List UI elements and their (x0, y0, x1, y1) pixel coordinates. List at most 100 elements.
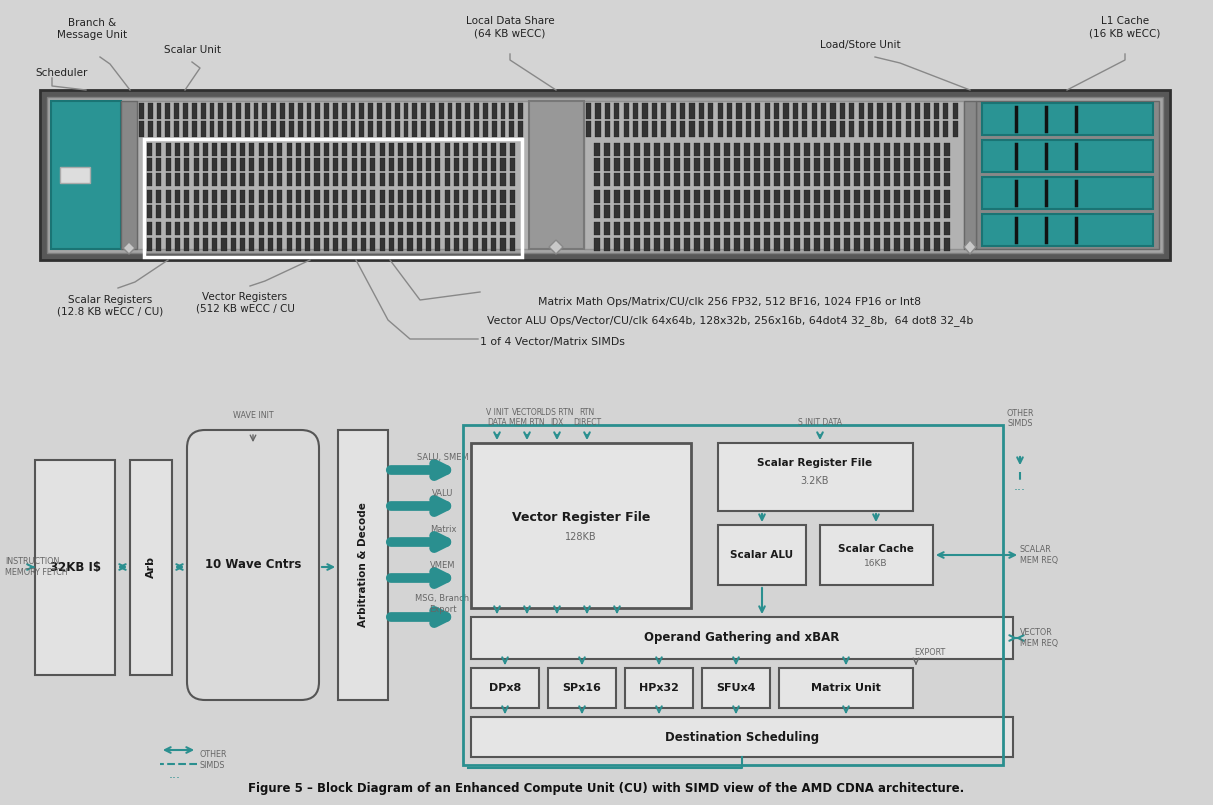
Bar (296, 173, 301, 186)
Bar (623, 103, 628, 119)
Bar (342, 190, 347, 203)
Bar (212, 158, 217, 171)
Bar (324, 205, 329, 218)
Bar (473, 238, 478, 251)
Text: INSTRUCTION
MEMORY FETCH: INSTRUCTION MEMORY FETCH (5, 557, 68, 576)
Bar (684, 238, 689, 251)
Bar (454, 158, 459, 171)
Bar (854, 143, 860, 156)
Bar (417, 158, 422, 171)
Bar (203, 173, 207, 186)
Bar (704, 158, 710, 171)
Bar (887, 121, 892, 137)
Bar (586, 121, 591, 137)
Bar (175, 238, 180, 251)
Bar (289, 103, 294, 119)
Bar (268, 205, 273, 218)
Bar (482, 173, 486, 186)
Text: ...: ... (169, 769, 181, 782)
Bar (894, 173, 900, 186)
Bar (408, 238, 412, 251)
Bar (674, 158, 679, 171)
Text: L1 Cache
(16 KB wECC): L1 Cache (16 KB wECC) (1089, 16, 1161, 38)
Bar (272, 121, 277, 137)
Bar (370, 158, 375, 171)
Bar (604, 173, 609, 186)
Bar (634, 143, 639, 156)
Text: 1 of 4 Vector/Matrix SIMDs: 1 of 4 Vector/Matrix SIMDs (480, 337, 625, 347)
Text: Load/Store Unit: Load/Store Unit (820, 40, 900, 50)
Bar (934, 238, 940, 251)
Bar (240, 205, 245, 218)
Bar (334, 121, 338, 137)
Bar (471, 617, 1013, 659)
Bar (501, 205, 506, 218)
Bar (40, 90, 1171, 260)
Bar (924, 173, 929, 186)
Bar (915, 143, 919, 156)
Bar (849, 121, 854, 137)
Bar (864, 143, 870, 156)
Bar (734, 143, 740, 156)
Bar (814, 205, 820, 218)
Bar (718, 121, 723, 137)
Bar (835, 158, 839, 171)
Bar (501, 173, 506, 186)
Bar (278, 205, 283, 218)
Bar (218, 121, 223, 137)
Bar (623, 121, 628, 137)
Bar (634, 205, 639, 218)
Bar (906, 121, 911, 137)
Bar (724, 143, 729, 156)
Bar (779, 668, 913, 708)
Bar (394, 103, 399, 119)
Bar (47, 97, 1163, 253)
Bar (864, 222, 870, 235)
Bar (272, 103, 277, 119)
Bar (634, 190, 639, 203)
Bar (754, 158, 759, 171)
Bar (614, 143, 620, 156)
Bar (156, 158, 161, 171)
Bar (137, 101, 529, 249)
Bar (844, 205, 849, 218)
Bar (166, 158, 171, 171)
Bar (915, 158, 919, 171)
Bar (754, 190, 759, 203)
Bar (389, 190, 394, 203)
FancyBboxPatch shape (187, 430, 319, 700)
Bar (306, 238, 311, 251)
Bar (744, 158, 750, 171)
Bar (854, 222, 860, 235)
Bar (306, 158, 311, 171)
Bar (435, 238, 440, 251)
Bar (764, 173, 769, 186)
Bar (684, 173, 689, 186)
Bar (724, 205, 729, 218)
Text: LDS RTN
IDX: LDS RTN IDX (541, 407, 574, 427)
Bar (338, 430, 388, 700)
Bar (944, 143, 950, 156)
Bar (203, 158, 207, 171)
Bar (254, 121, 258, 137)
Bar (674, 222, 679, 235)
Bar (426, 190, 431, 203)
Bar (445, 205, 450, 218)
Bar (714, 238, 719, 251)
Bar (361, 205, 366, 218)
Bar (884, 205, 889, 218)
Bar (394, 121, 399, 137)
Bar (501, 158, 506, 171)
Bar (342, 143, 347, 156)
Bar (307, 121, 312, 137)
Bar (175, 190, 180, 203)
Bar (952, 103, 958, 119)
Bar (278, 143, 283, 156)
Bar (614, 222, 620, 235)
Bar (674, 173, 679, 186)
Bar (983, 140, 1154, 172)
Bar (754, 238, 759, 251)
Bar (482, 205, 486, 218)
Bar (754, 173, 759, 186)
Bar (605, 121, 610, 137)
